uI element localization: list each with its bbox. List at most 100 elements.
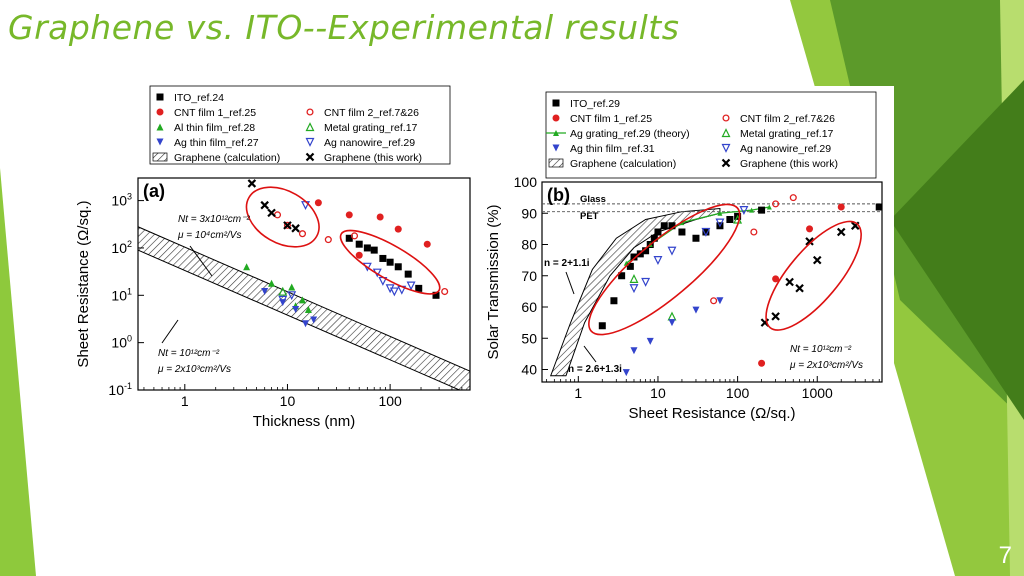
annotation-b-upper-2: μ = 2x10³cm²/Vs bbox=[789, 360, 863, 371]
data-point bbox=[642, 247, 650, 255]
data-point bbox=[389, 287, 399, 297]
y-tick-label-base: 10 bbox=[111, 335, 127, 351]
highlight-ellipse bbox=[588, 203, 741, 336]
y-tick-label: 102 bbox=[111, 239, 132, 256]
y-tick-label: 70 bbox=[521, 268, 537, 284]
data-point bbox=[394, 263, 402, 271]
y-tick-label: 50 bbox=[521, 330, 537, 346]
panel-label: (b) bbox=[547, 185, 570, 205]
annotation-b-n2: n = 2.6+1.3i bbox=[568, 364, 622, 375]
data-point bbox=[710, 297, 718, 305]
y-tick-label-base: 10 bbox=[111, 193, 127, 209]
graphene-calculation-band bbox=[138, 226, 470, 390]
legend-marker bbox=[156, 123, 164, 131]
chart-b-svg: ITO_ref.29 CNT film 1_ref.25 CNT film 2_re… bbox=[485, 91, 883, 422]
plot-inner bbox=[138, 179, 470, 390]
data-point bbox=[324, 236, 332, 244]
data-point bbox=[806, 225, 814, 233]
data-point bbox=[629, 284, 639, 294]
plot-inner bbox=[542, 194, 882, 377]
axes: 1 10 100 1000 40 50 60 70 80 90 100 Sheet Resistanc… bbox=[485, 174, 880, 422]
y-tick-label-base: 10 bbox=[108, 382, 124, 398]
data-point bbox=[758, 359, 766, 367]
data-point bbox=[758, 206, 766, 214]
legend-marker bbox=[553, 130, 559, 136]
data-point bbox=[363, 244, 371, 252]
x-axis-title: Thickness (nm) bbox=[253, 413, 356, 430]
data-point bbox=[789, 194, 797, 202]
x-tick-label: 10 bbox=[650, 385, 666, 401]
legend-marker bbox=[552, 99, 560, 107]
series-graphene-this-work- bbox=[760, 221, 860, 327]
series-metal-grating-ref-17 bbox=[278, 286, 288, 296]
data-point bbox=[302, 320, 310, 328]
legend-frame bbox=[149, 85, 451, 165]
legend-hatch-swatch bbox=[548, 158, 564, 168]
legend-marker bbox=[722, 114, 730, 122]
data-point bbox=[260, 200, 269, 210]
legend-marker bbox=[156, 138, 164, 146]
page-number: 7 bbox=[998, 542, 1012, 569]
series-cnt-film-1-ref-25 bbox=[758, 203, 845, 367]
series-ag-thin-film-ref-31 bbox=[622, 297, 724, 377]
y-tick-label: 60 bbox=[521, 299, 537, 315]
y-tick-label: 90 bbox=[521, 205, 537, 221]
data-point bbox=[298, 296, 306, 304]
legend-label: CNT film 1_ref.25 bbox=[174, 107, 256, 119]
y-tick-label-exp: 1 bbox=[127, 286, 132, 296]
data-point bbox=[749, 207, 755, 213]
data-point bbox=[771, 312, 780, 321]
legend-label: CNT film 1_ref.25 bbox=[570, 113, 652, 125]
x-tick-label: 100 bbox=[378, 393, 402, 409]
data-point bbox=[379, 254, 387, 262]
legend-hatch-swatch bbox=[152, 152, 168, 162]
legend-marker bbox=[721, 158, 731, 168]
data-point bbox=[629, 274, 639, 283]
data-point bbox=[701, 227, 711, 237]
annotation-a-upper-1: Nt = 3x10¹²cm⁻² bbox=[178, 214, 250, 225]
data-point bbox=[702, 228, 710, 236]
data-point bbox=[668, 319, 676, 327]
y-tick-label: 10-1 bbox=[108, 381, 132, 398]
data-point bbox=[630, 347, 638, 355]
data-point bbox=[291, 224, 300, 233]
highlight-ellipse bbox=[339, 229, 441, 295]
series-graphene-this-work- bbox=[247, 179, 300, 233]
data-point bbox=[795, 283, 804, 293]
data-point bbox=[692, 306, 700, 314]
annotation-a-pointer-1 bbox=[189, 245, 213, 277]
y-tick-label: 103 bbox=[111, 192, 132, 209]
y-tick-label: 101 bbox=[111, 286, 132, 303]
data-point bbox=[750, 228, 758, 236]
data-point bbox=[376, 213, 384, 221]
legend-label: Graphene (calculation) bbox=[570, 158, 676, 170]
data-point bbox=[836, 227, 846, 237]
data-point bbox=[717, 210, 723, 216]
plot-area bbox=[541, 181, 883, 383]
y-tick-label: 100 bbox=[111, 334, 132, 351]
reference-label-glass: Glass bbox=[580, 194, 606, 205]
legend-label: Ag thin film_ref.31 bbox=[570, 143, 655, 155]
data-point bbox=[406, 281, 416, 291]
data-point bbox=[630, 253, 638, 261]
data-point bbox=[261, 288, 269, 296]
data-point bbox=[739, 206, 749, 215]
data-point bbox=[667, 246, 677, 256]
x-axis-title: Sheet Resistance (Ω/sq.) bbox=[628, 405, 795, 422]
right-accent-shape-darkest bbox=[890, 80, 1024, 420]
legend-label: Metal grating_ref.17 bbox=[740, 128, 834, 140]
data-point bbox=[278, 286, 288, 296]
legend-marker bbox=[552, 144, 560, 152]
data-point bbox=[618, 272, 626, 280]
y-tick-label-exp: 2 bbox=[127, 239, 132, 249]
data-point bbox=[772, 275, 780, 283]
legend-marker bbox=[721, 128, 731, 138]
legend-label: ITO_ref.24 bbox=[174, 92, 224, 104]
data-point bbox=[626, 262, 634, 270]
x-tick-label: 100 bbox=[726, 385, 750, 401]
data-point bbox=[267, 208, 276, 218]
data-point bbox=[716, 297, 724, 305]
data-point bbox=[610, 297, 618, 305]
legend-label: Graphene (calculation) bbox=[174, 152, 280, 164]
data-point bbox=[394, 225, 402, 233]
